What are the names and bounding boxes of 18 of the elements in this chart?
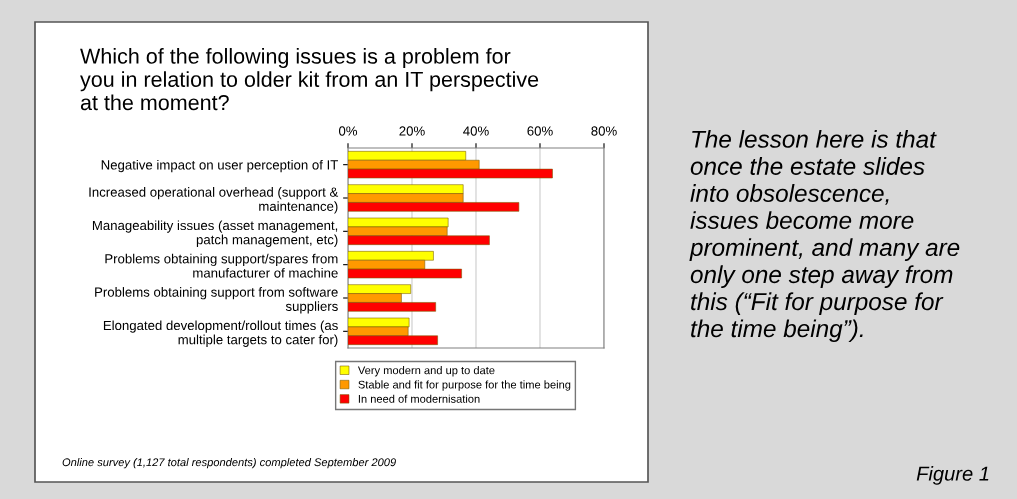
x-tick-label: 20% [399, 126, 425, 136]
text: Online survey (1,127 total respondents) completed September 2009 [62, 458, 396, 469]
x-tick-label: 60% [527, 126, 553, 136]
y-tick-label: Negative impact on user perception of IT [101, 159, 338, 173]
x-tick-label: 80% [591, 126, 617, 136]
text: The lesson here is that once the estate slides into obsolescence, issues become more prominent, and many are only one step away from this (“Fit for purpose for the time being”). [689, 130, 960, 343]
chart-title: Which of the following issues is a problem for you in relation to older kit from an IT perspective at the moment? [80, 48, 539, 111]
y-tick-label: Elongated development/rollout times (as multiple targets to cater for) [103, 320, 338, 347]
y-tick-label: Increased operational overhead (support & maintenance) [89, 187, 339, 214]
legend-label: Stable and fit for purpose for the time being [358, 380, 571, 391]
x-tick-label: 0% [338, 126, 358, 136]
caption: Figure 1 [916, 466, 989, 485]
y-tick-label: Manageability issues (asset management, patch management, etc) [92, 220, 338, 247]
x-tick-label: 40% [463, 126, 489, 136]
y-tick-label: Problems obtaining support/spares from manufacturer of machine [105, 253, 338, 278]
legend-label: In need of modernisation [358, 394, 480, 403]
legend-label: Very modern and up to date [357, 366, 495, 377]
y-tick-label: Problems obtaining support from software suppliers [95, 287, 338, 314]
